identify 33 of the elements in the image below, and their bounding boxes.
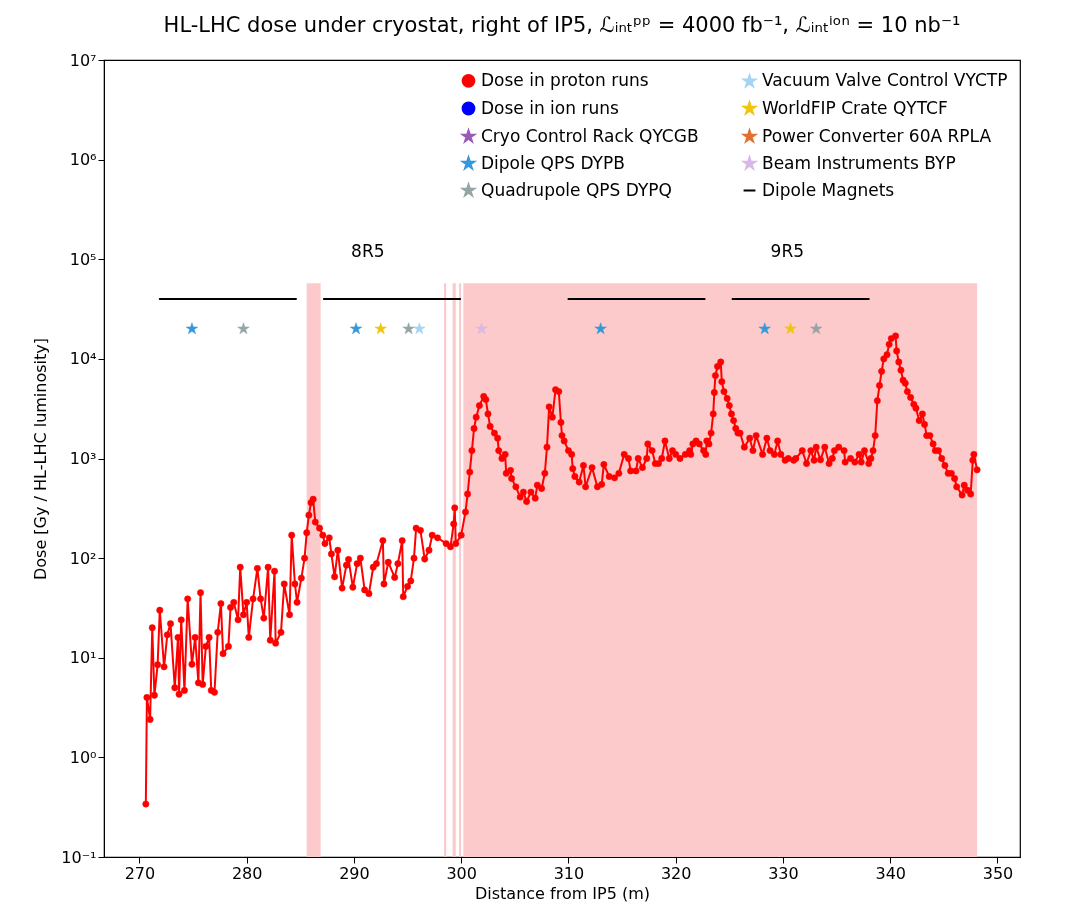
legend-label: Dose in proton runs	[481, 69, 649, 90]
legend-label: Cryo Control Rack QYCGB	[481, 125, 699, 146]
legend-label: Dipole QPS DYPB	[481, 152, 625, 173]
legend-label: Beam Instruments BYP	[762, 152, 956, 173]
x-tick-label: 290	[339, 863, 370, 883]
x-tick-label: 350	[982, 863, 1014, 883]
chart-title: HL-LHC dose under cryostat, right of IP5, ℒᵢₙₜᵖᵖ = 4000 fb⁻¹, ℒᵢₙₜⁱᵒⁿ = 10 nb⁻¹	[163, 13, 961, 37]
legend-label: Vacuum Valve Control VYCTP	[762, 70, 1008, 91]
legend-label: Dose in ion runs	[481, 97, 619, 118]
x-tick-label: 320	[660, 863, 692, 883]
x-tick-label: 300	[446, 863, 477, 883]
y-tick-label: 10⁷	[69, 50, 97, 70]
y-tick-label: 10¹	[69, 648, 97, 668]
legend-label: WorldFIP Crate QYTCF	[762, 97, 948, 118]
y-tick-label: 10⁶	[69, 150, 97, 170]
y-axis-title: Dose [Gy / HL-LHC luminosity]	[31, 338, 51, 580]
annotation: 8R5	[351, 241, 385, 262]
legend-label: Dipole Magnets	[762, 179, 895, 200]
x-tick-label: 270	[124, 863, 156, 883]
x-tick-label: 340	[875, 863, 906, 883]
y-tick-label: 10⁻¹	[61, 847, 97, 867]
x-tick-label: 330	[768, 863, 799, 883]
x-axis-title: Distance from IP5 (m)	[474, 883, 651, 903]
y-tick-label: 10⁵	[69, 249, 97, 269]
y-tick-label: 10²	[69, 548, 97, 568]
y-tick-label: 10⁴	[69, 349, 97, 369]
legend-label: Quadrupole QPS DYPQ	[481, 179, 672, 200]
y-tick-label: 10⁰	[69, 747, 97, 767]
x-tick-label: 280	[231, 863, 263, 883]
annotation: 9R5	[770, 241, 805, 262]
y-tick-label: 10³	[69, 449, 97, 468]
legend-label: Power Converter 60A RPLA	[762, 125, 992, 146]
x-tick-label: 310	[553, 863, 585, 883]
